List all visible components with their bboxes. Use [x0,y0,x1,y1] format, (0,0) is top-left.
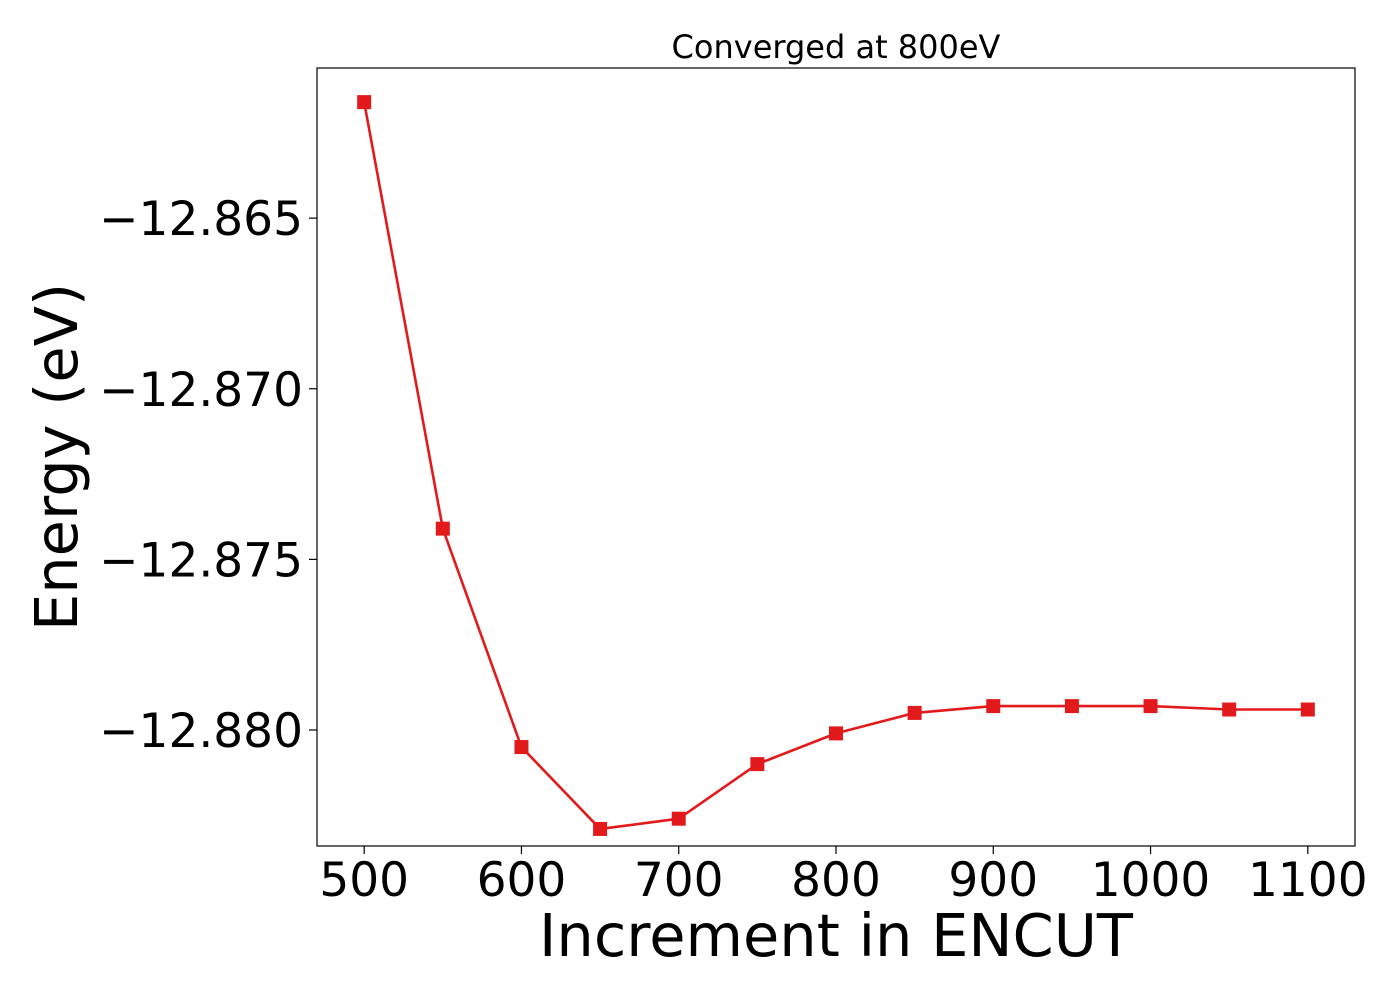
x-tick-label: 600 [477,853,567,908]
x-tick-label: 1100 [1248,853,1368,908]
data-point [1300,702,1315,717]
x-tick-label: 500 [319,853,409,908]
data-point [986,699,1001,714]
data-point [1222,702,1237,717]
y-axis-title: Energy (eV) [22,283,91,631]
x-axis: 500 600 700 800 900 1000 1100 [319,846,1368,908]
series-layer [357,95,1315,836]
y-tick-label: −12.865 [99,192,303,247]
y-tick-label: −12.870 [99,363,303,418]
data-point [671,811,686,826]
y-tick-label: −12.880 [99,704,303,759]
series-line [362,101,1308,831]
data-point [750,757,765,772]
x-axis-title: Increment in ENCUT [539,901,1134,970]
x-tick-label: 900 [948,853,1038,908]
data-point [435,521,450,536]
chart-title: Converged at 800eV [672,28,1001,66]
data-point [1143,699,1158,714]
x-tick-label: 700 [634,853,724,908]
x-tick-label: 1000 [1091,853,1211,908]
data-point [829,726,843,741]
data-point [1064,699,1079,714]
data-point [357,95,372,110]
y-axis: −12.865 −12.870 −12.875 −12.880 [99,192,317,759]
x-tick-label: 800 [791,853,881,908]
data-point [514,740,529,755]
data-point [907,705,922,720]
y-tick-label: −12.875 [99,533,303,588]
data-point [593,821,608,836]
